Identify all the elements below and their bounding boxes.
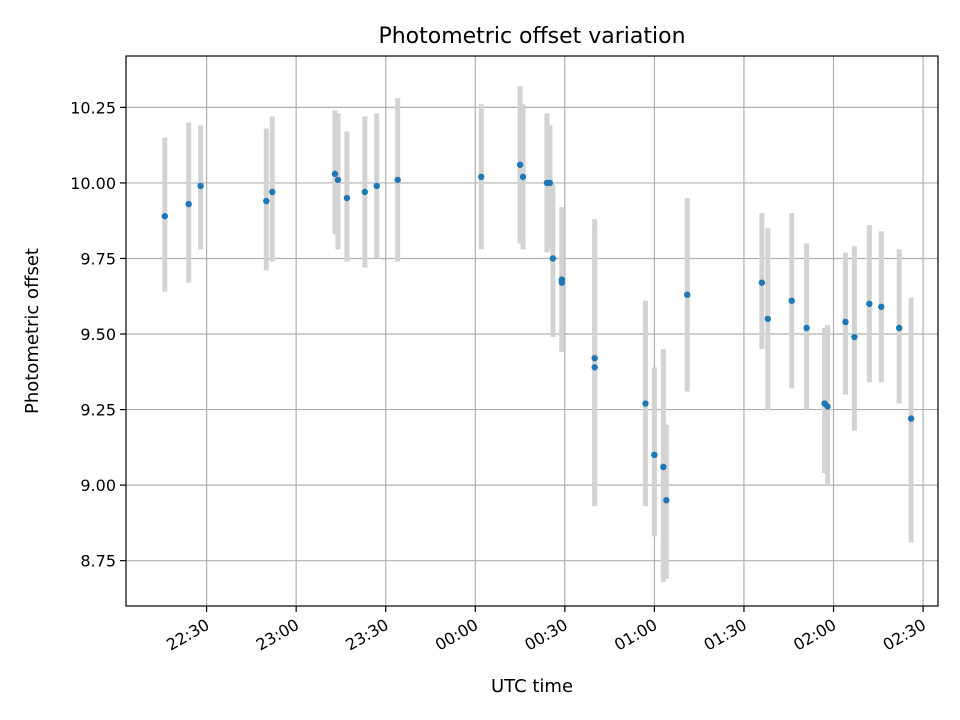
- y-tick-label: 9.75: [80, 249, 116, 268]
- data-point: [478, 173, 485, 181]
- grid-layer: [126, 56, 938, 606]
- data-point: [269, 188, 276, 196]
- data-point: [642, 400, 649, 407]
- data-point: [803, 324, 810, 332]
- data-point: [516, 161, 524, 168]
- data-point: [651, 451, 658, 459]
- data-point: [161, 212, 169, 220]
- data-point: [343, 194, 351, 202]
- x-axis-label: UTC time: [491, 676, 573, 697]
- data-point: [394, 176, 401, 184]
- data-point: [185, 200, 192, 208]
- y-axis-label: Photometric offset: [22, 248, 43, 414]
- data-point: [549, 255, 557, 262]
- y-tick-label: 9.25: [80, 401, 116, 420]
- data-point: [263, 197, 270, 205]
- data-point: [519, 173, 527, 181]
- y-tick-label: 8.75: [80, 552, 116, 571]
- data-point: [373, 182, 380, 190]
- data-point: [842, 318, 849, 326]
- y-tick-label: 10.25: [70, 98, 116, 117]
- data-point: [663, 497, 670, 504]
- y-tick-label: 9.50: [80, 325, 116, 344]
- data-point: [684, 291, 691, 298]
- data-point: [331, 170, 339, 178]
- y-tick-label: 10.00: [70, 174, 116, 193]
- data-point: [334, 176, 342, 184]
- data-point: [591, 364, 598, 371]
- y-tick-label: 9.00: [80, 476, 116, 495]
- data-point: [788, 297, 795, 304]
- data-point: [546, 179, 554, 187]
- data-point: [866, 300, 873, 308]
- plot-frame: [125, 55, 939, 607]
- data-point: [361, 188, 369, 196]
- chart-title: Photometric offset variation: [378, 24, 685, 49]
- data-point: [878, 303, 885, 311]
- data-point: [558, 279, 566, 286]
- data-point: [591, 354, 598, 362]
- data-point: [197, 182, 204, 190]
- data-point: [907, 415, 915, 422]
- data-point: [895, 324, 903, 332]
- data-point: [824, 403, 831, 410]
- point-layer: [161, 161, 915, 504]
- data-point: [764, 315, 772, 323]
- data-point: [660, 463, 667, 471]
- data-point: [851, 333, 858, 341]
- data-point: [758, 279, 766, 286]
